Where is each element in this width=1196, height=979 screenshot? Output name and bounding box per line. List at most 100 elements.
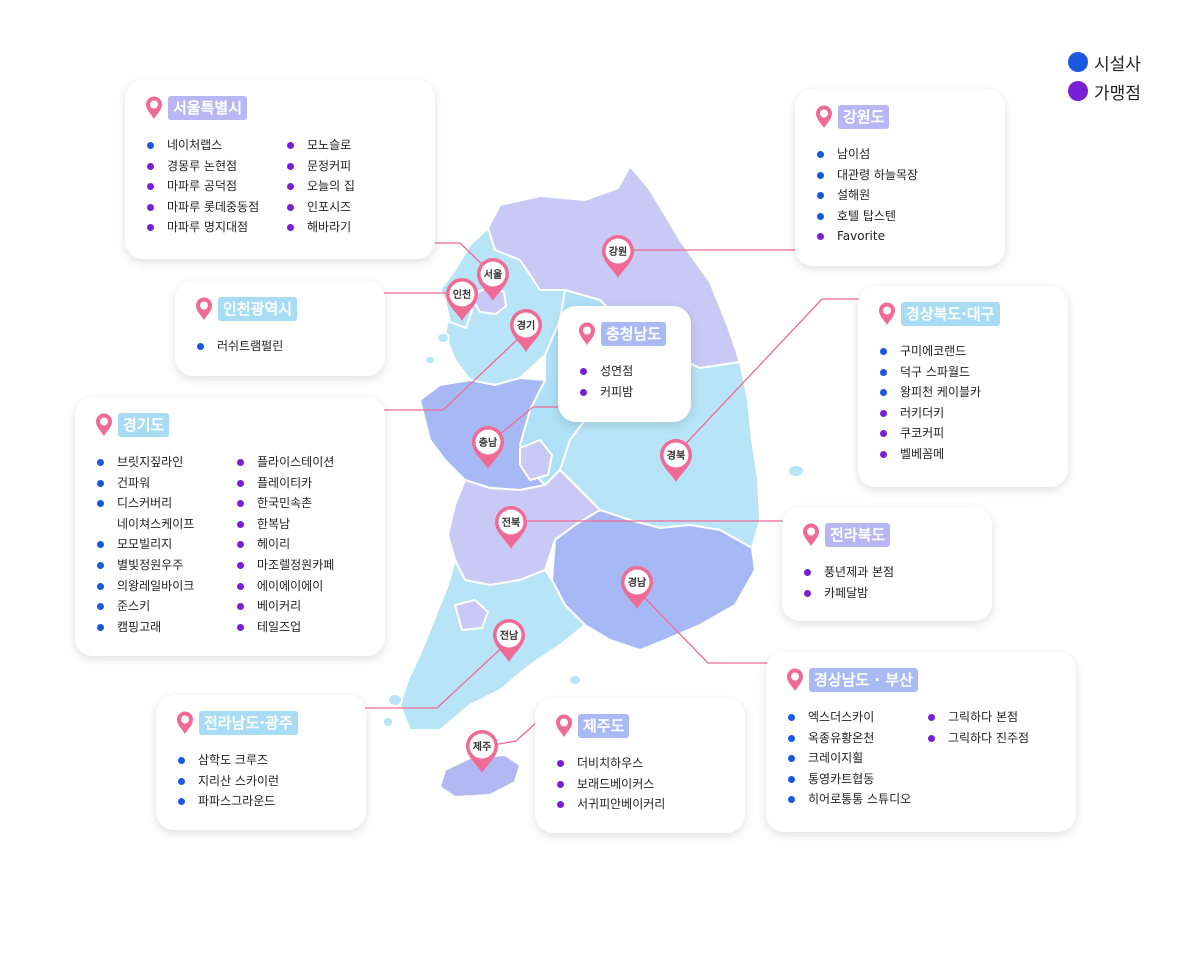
place-item[interactable]: 마파루 공덕점 xyxy=(147,176,287,197)
place-item[interactable]: 보래드베이커스 xyxy=(557,774,665,795)
place-item[interactable]: 커피밤 xyxy=(580,382,633,403)
place-item[interactable]: 플레이티카 xyxy=(237,473,334,494)
place-item[interactable]: 그릭하다 진주점 xyxy=(928,728,1029,749)
place-item[interactable]: 크레이지휠 xyxy=(788,748,928,769)
place-item[interactable]: Favorite xyxy=(817,226,918,247)
place-item[interactable]: 마파루 명지대점 xyxy=(147,217,287,238)
region-title: 강원도 xyxy=(838,105,890,129)
place-item[interactable]: 왕피천 케이블카 xyxy=(880,382,981,403)
map-pin-jeju[interactable]: 제주 xyxy=(464,728,500,774)
location-pin-icon xyxy=(816,105,832,128)
place-item[interactable]: 호텔 탑스텐 xyxy=(817,206,918,227)
place-item[interactable]: 서귀피안베이커리 xyxy=(557,794,665,815)
place-item[interactable]: 러키더키 xyxy=(880,403,981,424)
franchise-dot-icon xyxy=(147,224,154,232)
place-item[interactable]: 헤이리 xyxy=(237,534,334,555)
place-item[interactable]: 캠핑고래 xyxy=(97,617,237,638)
place-name: 남이섬 xyxy=(837,147,871,161)
place-item[interactable]: 러쉬트램펄린 xyxy=(197,336,283,357)
place-name: 준스키 xyxy=(117,599,151,614)
map-pin-gyeongnam[interactable]: 경남 xyxy=(619,564,655,610)
place-item[interactable]: 에이에이에이 xyxy=(237,576,334,597)
place-item[interactable]: 대관령 하늘목장 xyxy=(817,165,918,186)
place-item[interactable]: 마조렐정원카페 xyxy=(237,555,334,576)
place-name: 베이커리 xyxy=(257,599,302,614)
place-item[interactable]: 벨베꼼메 xyxy=(880,444,981,465)
place-item[interactable]: 성연점 xyxy=(580,361,633,382)
place-name: 성연점 xyxy=(600,364,634,378)
place-name: 모모빌리지 xyxy=(117,537,173,552)
place-item[interactable]: 네이처랩스 xyxy=(147,135,287,156)
facility-dot-icon xyxy=(788,775,795,783)
facility-dot-icon xyxy=(788,734,795,742)
place-item[interactable]: 인포시즈 xyxy=(287,197,355,218)
place-item[interactable]: 히어로통통 스튜디오 xyxy=(788,789,928,810)
location-pin-icon xyxy=(177,711,193,734)
map-pin-jeonbuk[interactable]: 전북 xyxy=(493,504,529,550)
region-title: 경상북도·대구 xyxy=(901,302,1000,326)
facility-dot-icon xyxy=(178,757,185,764)
place-item[interactable]: 해바라기 xyxy=(287,217,355,238)
place-name: 덕구 스파월드 xyxy=(900,364,971,379)
place-item[interactable]: 지리산 스카이런 xyxy=(178,771,279,792)
place-item[interactable]: 그릭하다 본점 xyxy=(928,707,1029,728)
place-item[interactable]: 마파루 롯데중동점 xyxy=(147,197,287,218)
place-item[interactable]: 테일즈업 xyxy=(237,617,334,638)
place-item[interactable]: 디스커버리 xyxy=(97,493,237,514)
place-item[interactable]: 베이커리 xyxy=(237,596,334,617)
map-pin-label-chungnam: 충남 xyxy=(478,438,498,449)
place-item[interactable]: 파파스그라운드 xyxy=(178,791,279,812)
place-item[interactable]: 더비치하우스 xyxy=(557,753,665,774)
place-item[interactable]: 브릿지짚라인 xyxy=(97,452,237,473)
region-gwangju[interactable] xyxy=(454,599,489,631)
place-item[interactable]: 오늘의 집 xyxy=(287,176,355,197)
place-item[interactable]: 준스키 xyxy=(97,596,237,617)
franchise-dot-icon xyxy=(557,780,564,788)
franchise-dot-icon xyxy=(580,368,587,375)
place-item[interactable]: 옥종유황온천 xyxy=(788,728,928,749)
map-pin-jeonnam[interactable]: 전남 xyxy=(491,617,527,663)
place-item[interactable]: 남이섬 xyxy=(817,144,918,165)
map-pin-gyeonggi[interactable]: 경기 xyxy=(508,307,544,353)
place-item[interactable]: 한국민속촌 xyxy=(237,493,334,514)
place-item[interactable]: 별빛정원우주 xyxy=(97,555,237,576)
place-item[interactable]: 카페달밤 xyxy=(804,583,894,604)
place-item[interactable]: 모노슬로 xyxy=(287,135,355,156)
map-pin-label-jeonbuk: 전북 xyxy=(501,518,521,529)
place-item[interactable]: 문정커피 xyxy=(287,156,355,177)
facility-dot-icon xyxy=(817,151,824,158)
place-name: 네이쳐스케이프 xyxy=(117,516,195,531)
franchise-dot-icon xyxy=(880,450,887,458)
place-list: 더비치하우스 보래드베이커스 서귀피안베이커리 xyxy=(557,753,665,815)
place-item[interactable]: 덕구 스파월드 xyxy=(880,362,981,383)
franchise-dot-icon xyxy=(817,233,824,241)
place-item[interactable]: 한복남 xyxy=(237,514,334,535)
place-item[interactable]: 경몽루 논현점 xyxy=(147,156,287,177)
place-item[interactable]: 의왕레일바이크 xyxy=(97,576,237,597)
map-pin-incheon[interactable]: 인천 xyxy=(444,276,480,322)
place-name: 한국민속촌 xyxy=(257,496,313,511)
place-item[interactable]: 설해원 xyxy=(817,185,918,206)
place-item[interactable]: 엑스더스카이 xyxy=(788,707,928,728)
place-item[interactable]: 건파워 xyxy=(97,473,237,494)
place-item[interactable]: 삼학도 크루즈 xyxy=(178,750,279,771)
place-item[interactable]: 네이쳐스케이프 xyxy=(97,514,237,535)
region-jeonnam[interactable] xyxy=(399,559,586,731)
map-pin-seoul[interactable]: 서울 xyxy=(475,256,511,302)
place-item[interactable]: 통영카트협동 xyxy=(788,769,928,790)
map-pin-gangwon[interactable]: 강원 xyxy=(600,233,636,279)
map-pin-chungnam[interactable]: 충남 xyxy=(470,424,506,470)
region-daejeon[interactable] xyxy=(519,439,553,481)
map-pin-gyeongbuk[interactable]: 경북 xyxy=(658,437,694,483)
place-name: 히어로통통 스튜디오 xyxy=(808,792,912,807)
place-item[interactable]: 풍년제과 본점 xyxy=(804,562,894,583)
place-name: 헤이리 xyxy=(257,537,291,552)
place-item[interactable]: 모모빌리지 xyxy=(97,534,237,555)
place-item[interactable]: 쿠코커피 xyxy=(880,423,981,444)
place-item[interactable]: 구미에코랜드 xyxy=(880,341,981,362)
map-pin-label-gangwon: 강원 xyxy=(608,247,628,258)
place-item[interactable]: 플라이스테이션 xyxy=(237,452,334,473)
place-list: 삼학도 크루즈 지리산 스카이런 파파스그라운드 xyxy=(178,750,279,812)
